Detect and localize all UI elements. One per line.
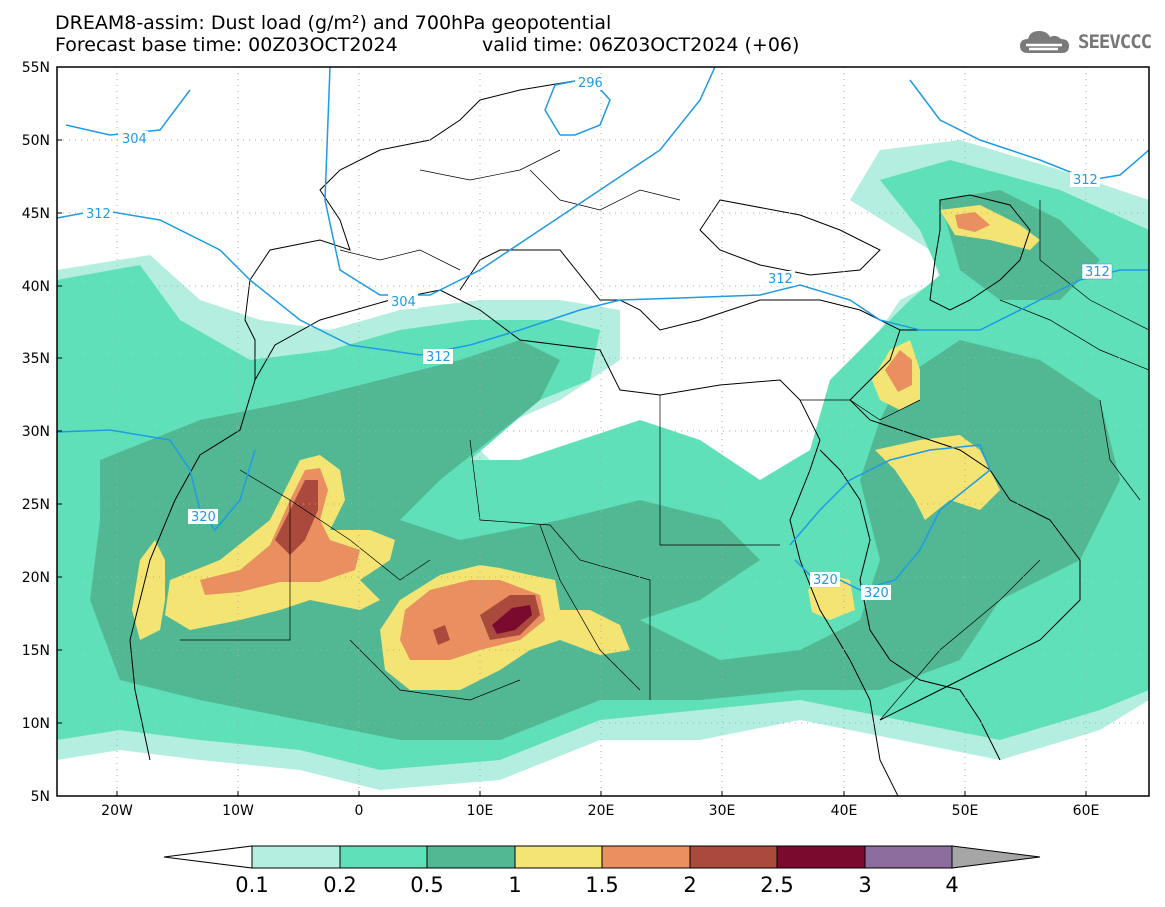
dust-layer-2-small — [433, 625, 450, 645]
forecast-valid-time: valid time: 06Z03OCT2024 (+06) — [482, 34, 800, 56]
contour-label-312-africa: 312 — [426, 350, 451, 365]
lat-label: 5N — [31, 789, 50, 805]
logo-text: SEEVCCC — [1078, 31, 1152, 53]
lat-label: 15N — [22, 643, 50, 659]
gridlines — [57, 67, 1149, 796]
colorbar-swatch-1-5 — [601, 845, 691, 869]
lat-label: 50N — [22, 133, 50, 149]
lon-label: 20E — [588, 803, 615, 819]
lon-label: 10E — [467, 803, 494, 819]
contour-label-312-east: 312 — [1085, 265, 1110, 280]
colorbar-swatch-3 — [864, 845, 953, 869]
dust-layer-1-5-iraq — [885, 350, 912, 392]
dust-layer-1-coast — [132, 540, 165, 640]
colorbar-label: 1.5 — [585, 873, 618, 897]
colorbar-labels: 0.1 0.2 0.5 1 1.5 2 2.5 3 4 — [235, 873, 958, 897]
colorbar-swatch-0-2 — [339, 845, 428, 869]
dust-layer-0-5 — [90, 340, 1120, 740]
cloud-icon — [1020, 31, 1069, 53]
contour-label-320-arabia: 320 — [864, 586, 889, 601]
contour-label-320-west: 320 — [191, 510, 216, 525]
colorbar-swatch-1 — [514, 845, 603, 869]
latitude-labels: 55N 50N 45N 40N 35N 30N 25N 20N 15N 10N … — [22, 60, 50, 805]
tick-marks — [57, 139, 1087, 796]
lon-label: 60E — [1073, 803, 1100, 819]
dust-layer-2-west — [275, 480, 318, 555]
seevccc-logo: SEEVCCC — [1018, 27, 1152, 57]
dust-layer-1-5-caspian — [955, 212, 990, 232]
colorbar-swatch-2-5 — [776, 845, 866, 869]
contour-label-312-turkey: 312 — [768, 272, 793, 287]
lat-label: 45N — [22, 206, 50, 222]
contour-label-304-west: 304 — [122, 132, 147, 147]
dust-layer-2-5-central — [492, 605, 532, 634]
lat-label: 20N — [22, 570, 50, 586]
lon-label: 0 — [355, 803, 364, 819]
colorbar-label: 4 — [945, 873, 958, 897]
colorbar-arrow-left — [163, 845, 253, 869]
colorbar-label: 1 — [508, 873, 521, 897]
colorbar-swatch-2 — [689, 845, 778, 869]
lat-label: 10N — [22, 716, 50, 732]
lat-label: 30N — [22, 424, 50, 440]
contour-labels: 296 304 304 312 312 312 312 312 320 320 … — [83, 75, 1113, 601]
lon-label: 30E — [709, 803, 736, 819]
lon-label: 50E — [952, 803, 979, 819]
lat-label: 40N — [22, 279, 50, 295]
forecast-base-time: Forecast base time: 00Z03OCT2024 — [55, 34, 398, 56]
country-borders — [180, 149, 1149, 721]
geopotential-contours — [57, 67, 1149, 591]
lon-label: 10W — [222, 803, 254, 819]
contour-label-320-redsea: 320 — [813, 573, 838, 588]
colorbar-arrow-right — [951, 845, 1041, 869]
colorbar-label: 2.5 — [760, 873, 793, 897]
longitude-labels: 20W 10W 0 10E 20E 30E 40E 50E 60E — [101, 803, 1099, 819]
colorbar-swatch-0-5 — [426, 845, 516, 869]
lon-label: 20W — [101, 803, 133, 819]
lon-label: 40E — [831, 803, 858, 819]
map-title: DREAM8-assim: Dust load (g/m²) and 700hP… — [55, 12, 612, 34]
contour-label-304-france: 304 — [391, 295, 416, 310]
lat-label: 25N — [22, 497, 50, 513]
colorbar-label: 0.2 — [323, 873, 356, 897]
colorbar-swatch-0-1 — [251, 845, 341, 869]
colorbar-label: 0.1 — [235, 873, 268, 897]
colorbar — [163, 845, 1041, 869]
contour-label-296: 296 — [578, 76, 603, 91]
colorbar-label: 3 — [858, 873, 871, 897]
colorbar-label: 0.5 — [410, 873, 443, 897]
lat-label: 55N — [22, 60, 50, 76]
colorbar-label: 2 — [683, 873, 696, 897]
lat-label: 35N — [22, 351, 50, 367]
contour-label-312-west: 312 — [86, 207, 111, 222]
contour-label-312-northeast: 312 — [1073, 173, 1098, 188]
